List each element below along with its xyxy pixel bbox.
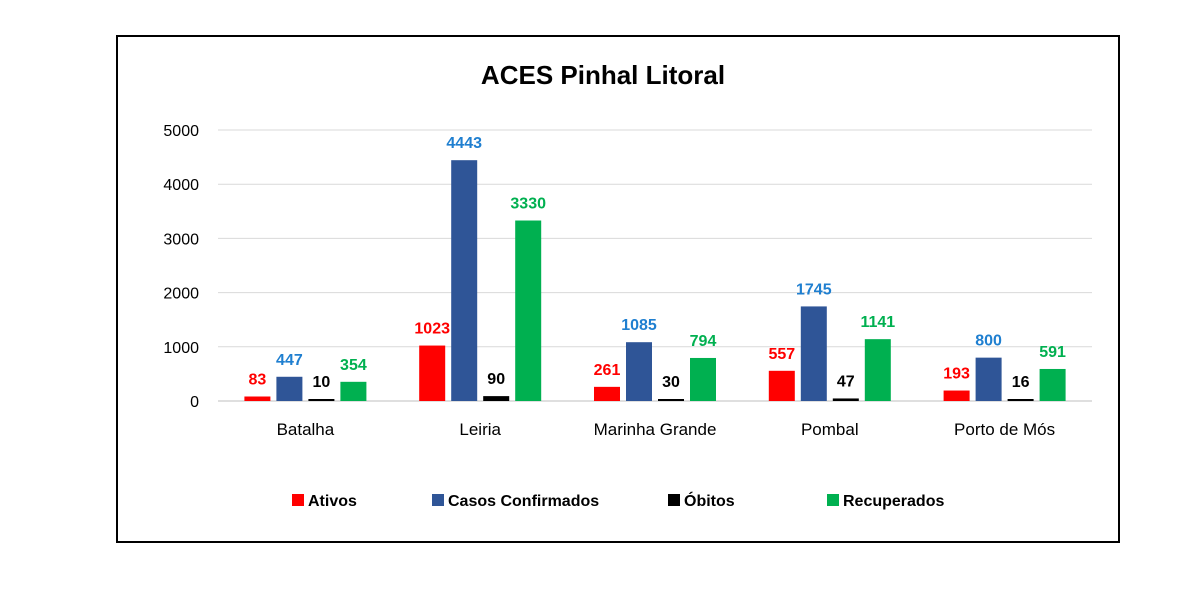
bar: [768, 370, 795, 401]
data-label: 3330: [510, 196, 546, 213]
bar: [340, 381, 367, 401]
data-label: 794: [690, 333, 717, 350]
legend-label: Recuperados: [843, 493, 944, 510]
category-label: Porto de Mós: [954, 420, 1055, 439]
data-label: 47: [837, 373, 855, 390]
data-label: 591: [1039, 344, 1066, 361]
y-tick-label: 3000: [163, 231, 199, 248]
bar: [419, 345, 446, 401]
data-label: 800: [975, 333, 1002, 350]
legend: Ativos Casos Confirmados Óbitos Recuperados: [292, 491, 944, 510]
bar: [975, 357, 1002, 401]
bar: [451, 160, 478, 401]
y-axis-ticks: 0 1000 2000 3000 4000 5000: [163, 123, 199, 411]
legend-swatch: [827, 494, 839, 506]
bar: [690, 357, 716, 401]
data-label: 1085: [621, 317, 657, 334]
bar: [864, 339, 891, 401]
legend-swatch: [292, 494, 304, 506]
data-label: 1023: [414, 321, 450, 338]
y-tick-label: 4000: [163, 177, 199, 194]
legend-label: Óbitos: [684, 491, 735, 510]
bar: [1007, 399, 1034, 401]
category-label: Batalha: [277, 420, 335, 439]
bar: [515, 220, 542, 401]
data-label: 261: [594, 362, 621, 379]
legend-swatch: [668, 494, 680, 506]
data-labels: 83 447 10 354 1023 4443 90 3330 261 1085 30 794 557 1…: [249, 135, 1067, 391]
category-label: Marinha Grande: [594, 420, 717, 439]
data-label: 30: [662, 374, 680, 391]
data-label: 354: [340, 357, 367, 374]
bar: [943, 390, 970, 401]
bar: [1039, 368, 1066, 401]
data-label: 447: [276, 352, 303, 369]
bar: [626, 342, 652, 401]
legend-swatch: [432, 494, 444, 506]
bar: [832, 398, 859, 401]
y-tick-label: 1000: [163, 340, 199, 357]
bar: [483, 396, 510, 401]
category-labels: Batalha Leiria Marinha Grande Pombal Porto d…: [277, 420, 1056, 439]
data-label: 90: [487, 371, 505, 388]
bar: [800, 306, 827, 401]
data-label: 193: [943, 366, 970, 383]
legend-label: Ativos: [308, 493, 357, 510]
bar: [658, 399, 684, 401]
data-label: 557: [768, 346, 795, 363]
y-tick-label: 2000: [163, 286, 199, 303]
data-label: 1745: [796, 281, 832, 298]
category-label: Pombal: [801, 420, 859, 439]
y-tick-label: 5000: [163, 123, 199, 140]
bar: [276, 376, 303, 401]
legend-label: Casos Confirmados: [448, 493, 599, 510]
data-label: 4443: [446, 135, 482, 152]
data-label: 16: [1012, 374, 1030, 391]
bar: [244, 396, 271, 401]
y-tick-label: 0: [190, 394, 199, 411]
category-label: Leiria: [459, 420, 501, 439]
bar: [594, 386, 620, 401]
data-label: 1141: [860, 314, 895, 331]
chart-title: ACES Pinhal Litoral: [481, 60, 725, 90]
bar: [308, 399, 335, 401]
chart-frame: [116, 35, 1120, 543]
bars: [244, 160, 1066, 401]
data-label: 83: [249, 372, 267, 389]
data-label: 10: [313, 374, 331, 391]
